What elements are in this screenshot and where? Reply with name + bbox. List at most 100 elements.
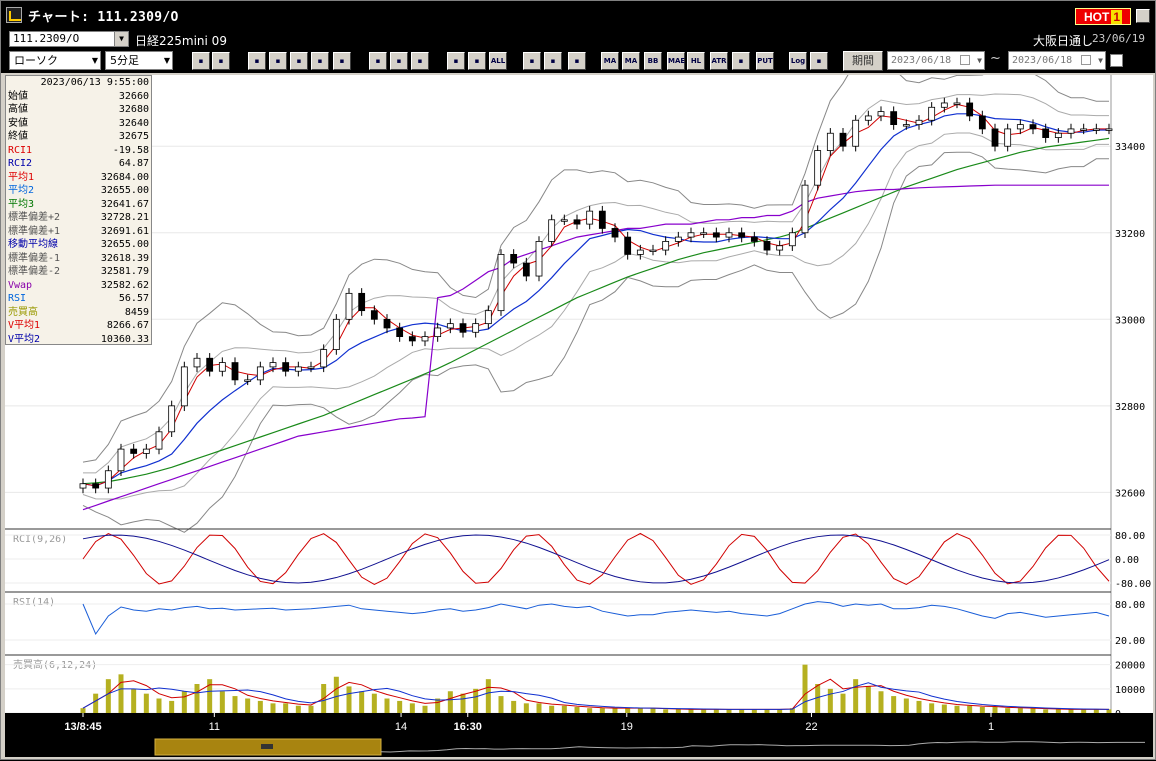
grip-icon bbox=[261, 744, 273, 749]
candle-body bbox=[1054, 132, 1062, 138]
toolbar-button[interactable]: MA bbox=[622, 52, 640, 70]
toolbar-button[interactable]: ▪ bbox=[390, 52, 408, 70]
chevron-down-icon[interactable]: ▼ bbox=[114, 32, 128, 46]
toolbar-button[interactable]: ▪ bbox=[732, 52, 750, 70]
volume-bar bbox=[764, 709, 770, 713]
date-from-field[interactable]: 2023/06/18 ▼ bbox=[887, 51, 985, 70]
rci-panel-tick-label: -80.00 bbox=[1115, 579, 1151, 590]
chart-type-value: ローソク bbox=[14, 54, 58, 67]
chart-canvas[interactable]: 33400 33200 33000 32800 32600 RCI(9,26) 80.00 0… bbox=[5, 50, 1153, 720]
hot-button[interactable]: HOT 1 bbox=[1075, 8, 1131, 25]
candle-body bbox=[497, 254, 505, 312]
volume-bar bbox=[460, 693, 466, 713]
info-label: 平均1 bbox=[8, 171, 35, 183]
volume-bar bbox=[156, 698, 162, 713]
rsi-panel-tick-label: 20.00 bbox=[1115, 636, 1145, 647]
volume-bar bbox=[207, 679, 213, 713]
volume-bar bbox=[625, 708, 631, 713]
info-label: 標準偏差-1 bbox=[8, 252, 61, 264]
toolbar-button[interactable]: ▪ bbox=[212, 52, 230, 70]
candle-body bbox=[940, 102, 948, 108]
volume-ma1-line bbox=[82, 678, 1109, 710]
horizontal-scrollbar[interactable] bbox=[5, 737, 1153, 757]
info-row: RCI2 64.87 bbox=[8, 157, 149, 171]
calendar-icon[interactable] bbox=[960, 55, 970, 65]
toolbar-button[interactable]: ATR bbox=[710, 52, 728, 70]
volume-bar bbox=[333, 676, 339, 713]
toolbar-button[interactable]: ▪ bbox=[369, 52, 387, 70]
toolbar-button[interactable]: Log bbox=[789, 52, 807, 70]
toolbar-button[interactable]: ▪ bbox=[269, 52, 287, 70]
candle-body bbox=[776, 245, 784, 251]
interval-value: 5分足 bbox=[110, 54, 139, 67]
close-button[interactable] bbox=[1136, 9, 1150, 23]
candle-body bbox=[687, 232, 695, 238]
chart-app-icon bbox=[6, 7, 22, 23]
volume-bar bbox=[384, 698, 390, 713]
toolbar-button[interactable]: MA bbox=[601, 52, 619, 70]
volume-bar bbox=[815, 684, 821, 713]
calendar-icon[interactable] bbox=[1081, 55, 1091, 65]
info-value: 32618.39 bbox=[100, 252, 149, 264]
rci-panel-tick-label: 0.00 bbox=[1115, 555, 1139, 566]
volume-bar bbox=[1068, 709, 1074, 713]
volume-bar bbox=[118, 674, 124, 713]
toolbar-button[interactable]: PUT bbox=[756, 52, 774, 70]
symbol-code: 111.2309/O bbox=[13, 32, 80, 45]
info-value: 8459 bbox=[124, 306, 149, 318]
toolbar-button[interactable]: HL bbox=[687, 52, 705, 70]
volume-bar bbox=[194, 684, 200, 713]
toolbar-button[interactable]: ▪ bbox=[568, 52, 586, 70]
price-tick-label: 33000 bbox=[1115, 315, 1145, 326]
toolbar-button[interactable]: ▪ bbox=[411, 52, 429, 70]
candle-body bbox=[548, 219, 556, 242]
toolbar-button[interactable]: ALL bbox=[489, 52, 507, 70]
toolbar-button[interactable]: MAE bbox=[667, 52, 685, 70]
volume-bar bbox=[245, 698, 251, 713]
info-value: -19.58 bbox=[112, 144, 149, 156]
overview-line bbox=[380, 741, 1145, 753]
toolbar-button[interactable]: BB bbox=[644, 52, 662, 70]
toolbar-button[interactable]: ▪ bbox=[290, 52, 308, 70]
toolbar-button[interactable]: ▪ bbox=[192, 52, 210, 70]
volume-ma2-line bbox=[82, 682, 1110, 710]
candle-body bbox=[624, 236, 632, 255]
date-from-value: 2023/06/18 bbox=[891, 55, 952, 66]
volume-bar bbox=[80, 708, 86, 713]
toolbar-button[interactable]: ▪ bbox=[447, 52, 465, 70]
volume-bar bbox=[663, 709, 669, 713]
info-row: 標準偏差+2 32728.21 bbox=[8, 211, 149, 225]
volume-bar bbox=[257, 700, 263, 713]
info-row: RCI1 -19.58 bbox=[8, 144, 149, 158]
symbol-bar: 111.2309/O ▼ 日経225mini 09 大阪日通し 23/06/19 bbox=[1, 29, 1155, 49]
volume-bar bbox=[840, 693, 846, 713]
toolbar-button[interactable]: ▪ bbox=[333, 52, 351, 70]
info-row: 終値 32675 bbox=[8, 130, 149, 144]
toolbar-button[interactable]: ▪ bbox=[523, 52, 541, 70]
candle-body bbox=[522, 262, 530, 277]
toolbar-button[interactable]: ▪ bbox=[248, 52, 266, 70]
toolbar-button[interactable]: ▪ bbox=[810, 52, 828, 70]
info-row: V平均1 8266.67 bbox=[8, 319, 149, 333]
toolbar-button[interactable]: ▪ bbox=[311, 52, 329, 70]
info-label: RCI1 bbox=[8, 144, 33, 156]
candle-body bbox=[852, 119, 860, 147]
candle-body bbox=[1016, 124, 1024, 130]
candle-body bbox=[649, 249, 657, 252]
info-label: 移動平均線 bbox=[8, 239, 58, 250]
symbol-combobox[interactable]: 111.2309/O ▼ bbox=[9, 31, 129, 47]
range-checkbox[interactable] bbox=[1110, 54, 1123, 67]
period-button[interactable]: 期間 bbox=[843, 51, 883, 71]
info-label: 標準偏差+1 bbox=[8, 225, 61, 237]
info-label: 標準偏差-2 bbox=[8, 266, 61, 277]
toolbar-button[interactable]: ▪ bbox=[468, 52, 486, 70]
rci1-line bbox=[82, 532, 1110, 586]
info-value: 32581.79 bbox=[100, 266, 149, 277]
volume-bar bbox=[1093, 709, 1099, 713]
chart-type-select[interactable]: ローソク ▼ bbox=[9, 51, 101, 70]
toolbar-button[interactable]: ▪ bbox=[544, 52, 562, 70]
date-to-field[interactable]: 2023/06/18 ▼ bbox=[1008, 51, 1106, 70]
info-value: 64.87 bbox=[118, 158, 149, 169]
title-bar[interactable]: チャート: 111.2309/O HOT 1 bbox=[1, 1, 1155, 29]
interval-select[interactable]: 5分足 ▼ bbox=[105, 51, 173, 70]
